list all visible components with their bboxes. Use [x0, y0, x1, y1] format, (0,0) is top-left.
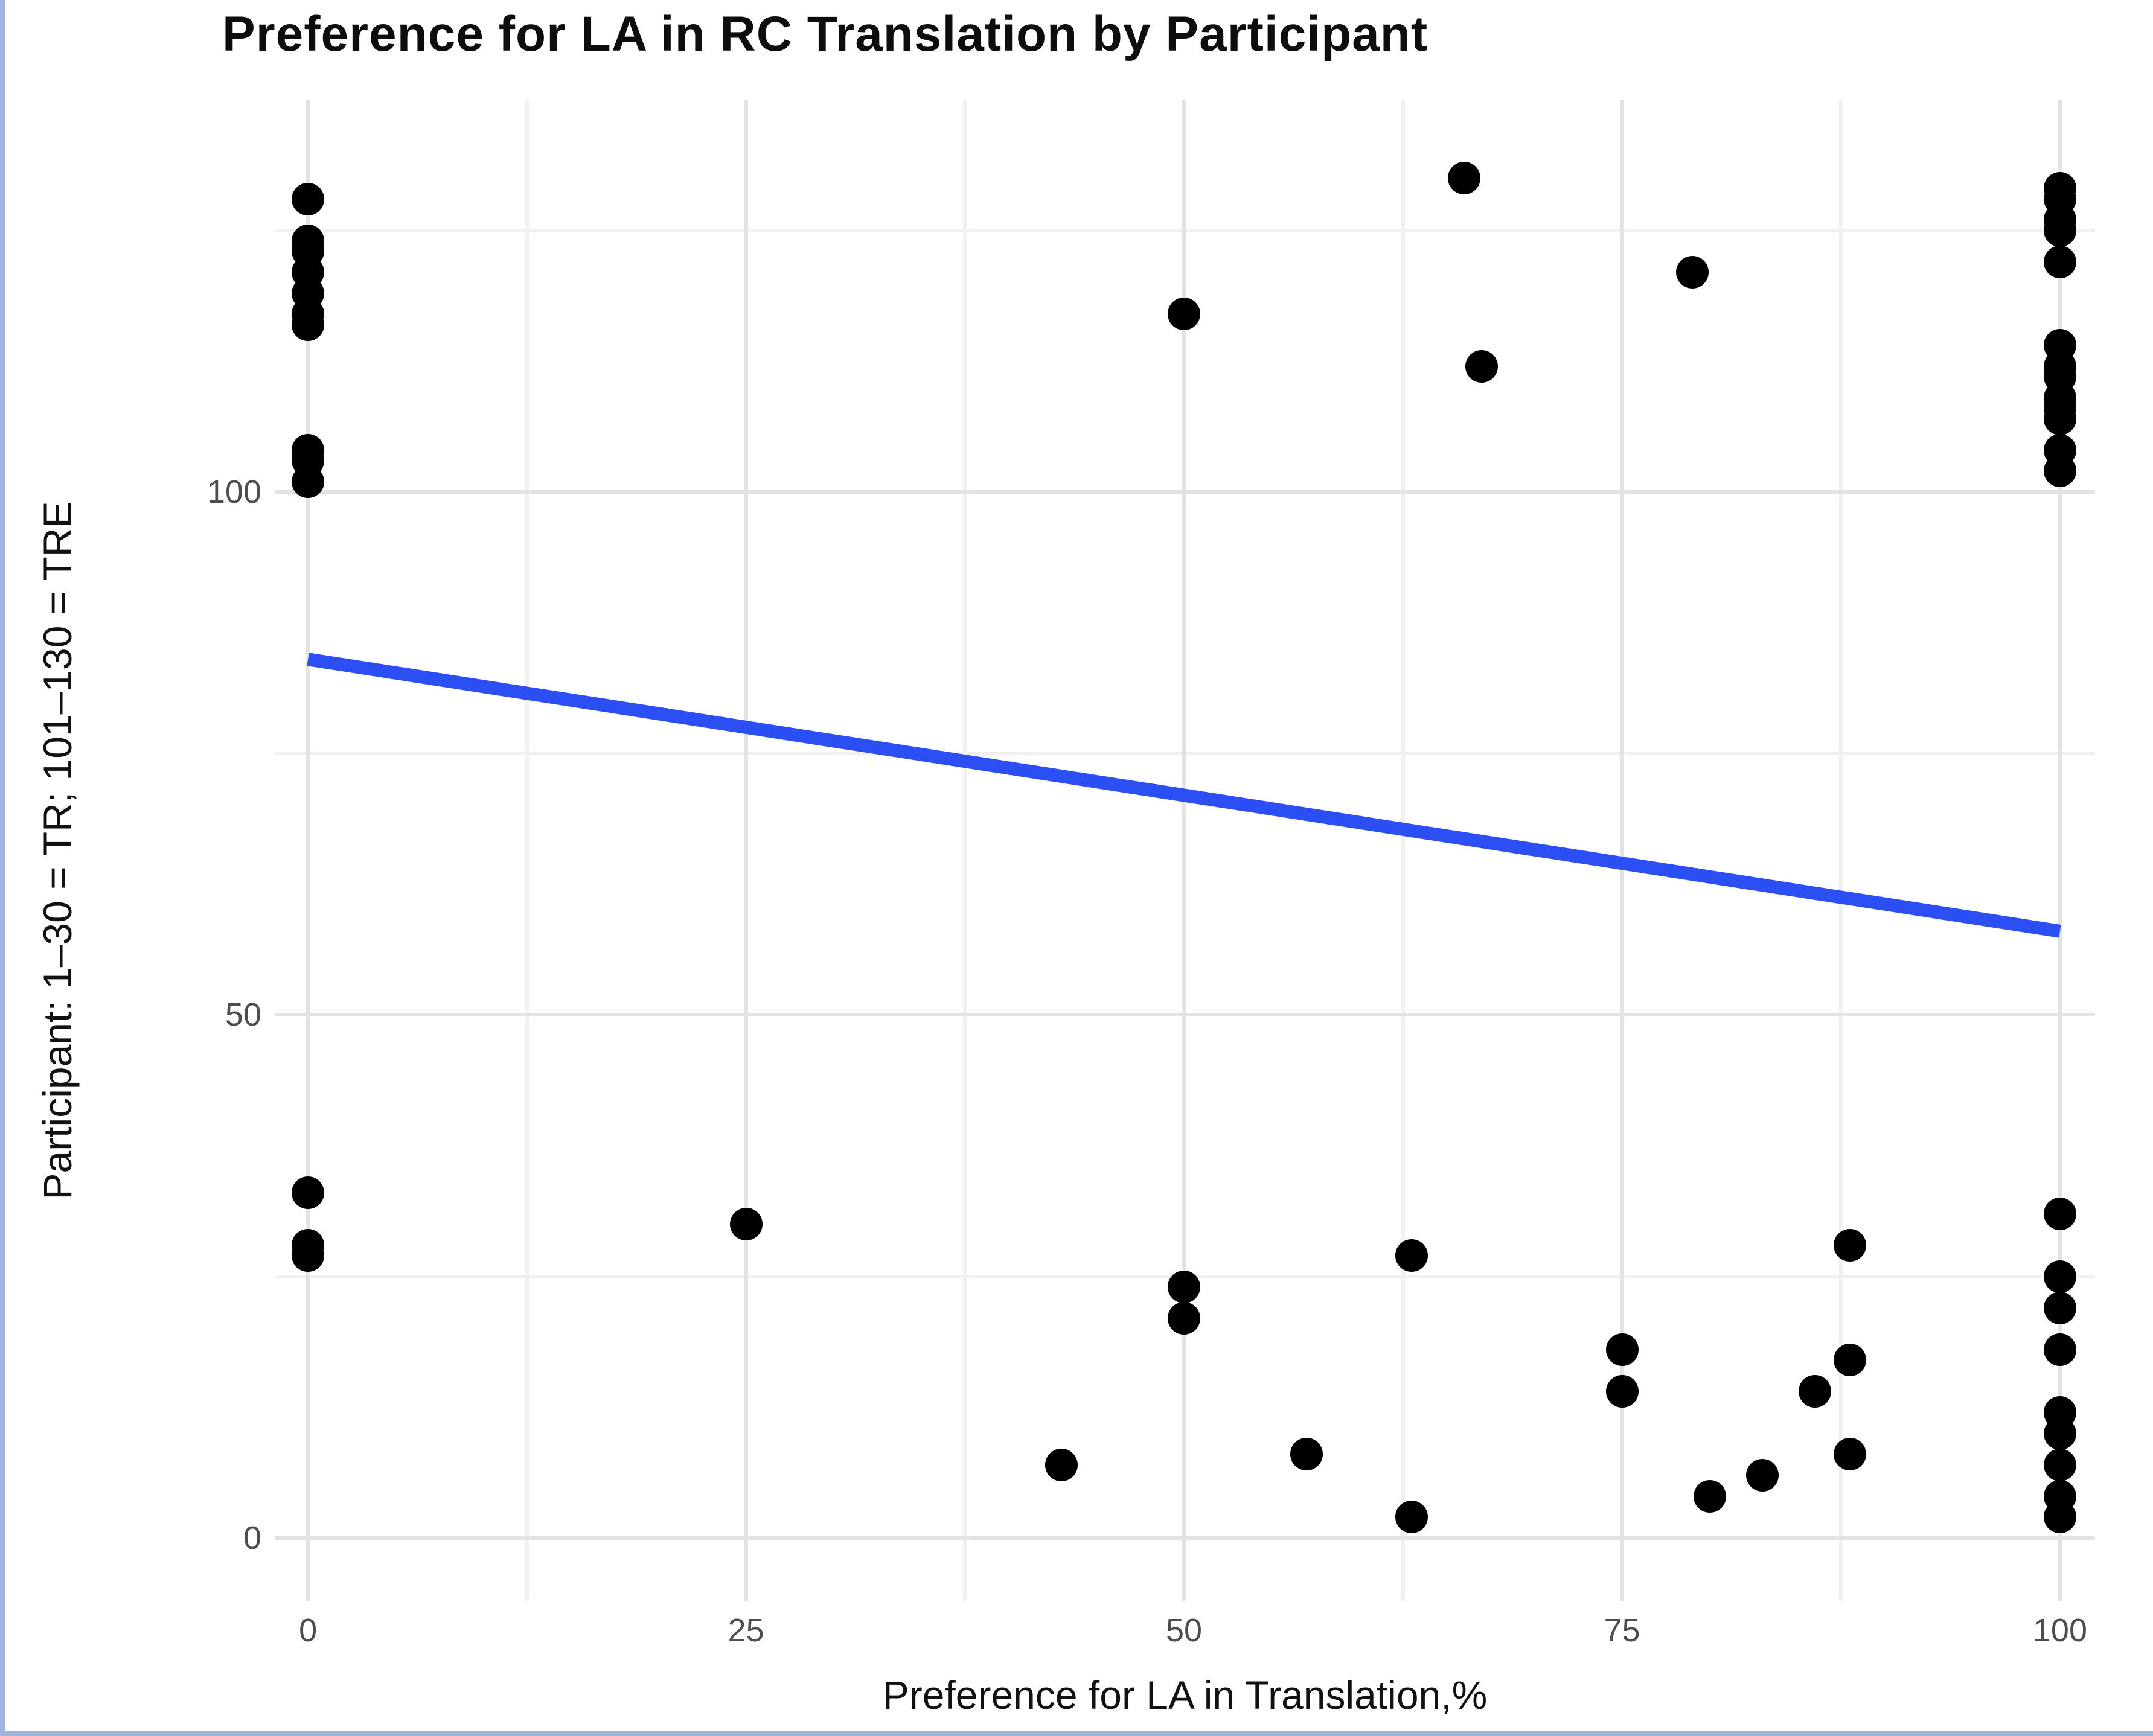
- data-point: [292, 1239, 325, 1272]
- data-point: [1833, 1228, 1866, 1262]
- x-tick-label: 75: [1604, 1612, 1640, 1648]
- gridline-vertical: [306, 100, 310, 1601]
- gridline-vertical: [2058, 100, 2062, 1601]
- y-tick-label: 50: [225, 997, 261, 1033]
- data-point: [2043, 1501, 2076, 1534]
- page-edge-bottom: [0, 1731, 2153, 1736]
- gridline-vertical: [1182, 100, 1186, 1601]
- data-point: [2043, 1260, 2076, 1293]
- data-point: [1168, 1302, 1201, 1335]
- gridline-vertical: [1839, 100, 1843, 1601]
- x-axis-title: Preference for LA in Translation,%: [882, 1673, 1488, 1717]
- data-point: [292, 308, 325, 341]
- x-tick-label: 0: [299, 1612, 318, 1648]
- data-point: [1745, 1459, 1779, 1492]
- data-point: [2043, 214, 2076, 247]
- data-point: [1798, 1375, 1831, 1408]
- data-point: [2043, 1417, 2076, 1450]
- gridline-vertical: [1401, 100, 1405, 1601]
- data-point: [1395, 1239, 1428, 1272]
- data-point: [1290, 1438, 1323, 1471]
- trend-layer: [307, 653, 2061, 938]
- data-point: [2043, 1197, 2076, 1230]
- data-point: [2043, 1291, 2076, 1324]
- gridline-vertical: [963, 100, 967, 1601]
- data-point: [1693, 1479, 1726, 1513]
- data-point: [2043, 455, 2076, 488]
- regression-line: [307, 653, 2061, 938]
- data-point: [1605, 1375, 1639, 1408]
- gridline-vertical: [1620, 100, 1624, 1601]
- data-point: [1675, 255, 1709, 289]
- data-point: [2043, 1448, 2076, 1481]
- page-edge-left: [0, 0, 5, 1736]
- gridline-vertical: [525, 100, 529, 1601]
- data-point: [1833, 1438, 1866, 1471]
- data-point: [1395, 1501, 1428, 1534]
- data-point: [1045, 1448, 1078, 1481]
- gridline-horizontal: [275, 490, 2095, 494]
- y-axis-title: Participant: 1–30 = TR; 101–130 = TRE: [35, 501, 80, 1199]
- gridline-horizontal: [275, 1013, 2095, 1017]
- y-tick-label: 0: [243, 1520, 261, 1556]
- chart-title: Preference for LA in RC Translation by P…: [222, 7, 1428, 62]
- data-point: [2043, 245, 2076, 278]
- data-point: [292, 182, 325, 215]
- data-point: [1833, 1344, 1866, 1377]
- plot-panel: [275, 100, 2095, 1601]
- gridline-vertical: [744, 100, 748, 1601]
- x-tick-label: 100: [2032, 1612, 2088, 1648]
- data-point: [729, 1208, 763, 1241]
- y-tick-label: 100: [206, 473, 261, 510]
- data-point: [1465, 349, 1499, 383]
- x-tick-label: 50: [1166, 1612, 1203, 1648]
- data-point: [292, 1176, 325, 1210]
- data-point: [2043, 402, 2076, 435]
- gridline-horizontal: [275, 1536, 2095, 1540]
- data-point: [1168, 1271, 1201, 1304]
- x-tick-label: 25: [728, 1612, 764, 1648]
- data-point: [2043, 1333, 2076, 1367]
- data-point: [1168, 298, 1201, 331]
- data-point: [292, 465, 325, 498]
- data-point: [1605, 1333, 1639, 1367]
- data-point: [1448, 161, 1481, 194]
